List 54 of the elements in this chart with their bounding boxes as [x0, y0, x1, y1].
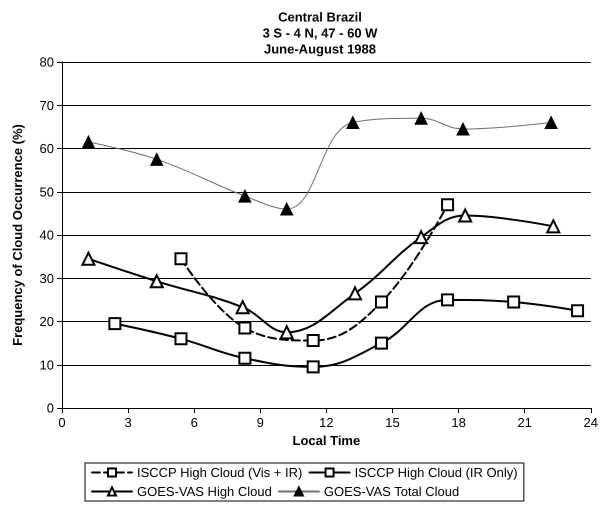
legend-label: GOES-VAS High Cloud — [137, 484, 272, 499]
x-tick-label: 12 — [319, 415, 334, 430]
y-tick-label: 40 — [40, 228, 54, 242]
legend-label: ISCCP High Cloud (Vis + IR) — [137, 465, 302, 480]
point — [238, 190, 252, 203]
point — [571, 304, 584, 318]
x-tick-label: 0 — [58, 415, 66, 430]
point — [348, 286, 362, 300]
point — [174, 252, 188, 266]
point — [441, 293, 454, 306]
point — [507, 296, 520, 309]
point — [306, 334, 320, 348]
point — [280, 325, 294, 340]
point — [108, 317, 122, 330]
point — [236, 300, 250, 314]
x-tick-label: 24 — [584, 415, 598, 430]
point — [544, 116, 558, 130]
y-tick-label: 50 — [40, 184, 54, 200]
x-tick-label: 15 — [385, 415, 400, 430]
point — [82, 136, 95, 149]
point — [346, 116, 360, 130]
chart-title: Central Brazil 3 S - 4 N, 47 - 60 W June-August 1988 — [262, 10, 378, 56]
y-tick-label: 10 — [40, 357, 54, 372]
legend-label: GOES-VAS Total Cloud — [324, 484, 460, 499]
x-tick-label: 18 — [451, 415, 466, 430]
y-tick-label: 30 — [40, 270, 54, 286]
point — [456, 122, 470, 136]
point — [150, 152, 164, 166]
y-axis-title: Frequency of Cloud Occurrence (%) — [10, 124, 25, 346]
legend-label: ISCCP High Cloud (IR Only) — [354, 465, 518, 480]
point — [458, 208, 472, 223]
point — [150, 274, 164, 288]
y-tick-label: 60 — [40, 141, 54, 156]
point — [374, 336, 388, 350]
point — [374, 296, 388, 309]
point — [414, 230, 428, 244]
point — [238, 352, 252, 365]
x-tick-label: 6 — [190, 415, 198, 430]
y-tick-label: 0 — [46, 400, 54, 416]
point — [306, 360, 320, 374]
y-tick-label: 80 — [40, 54, 54, 70]
y-tick-label: 20 — [40, 314, 54, 329]
point — [546, 219, 560, 234]
x-tick-label: 9 — [256, 415, 264, 430]
point — [441, 198, 454, 212]
point — [174, 332, 188, 346]
point — [81, 252, 96, 266]
x-tick-label: 3 — [124, 415, 132, 430]
point — [238, 321, 252, 334]
y-tick-label: 70 — [40, 98, 54, 113]
x-axis-title: Local Time — [292, 432, 360, 448]
point — [414, 112, 428, 125]
point — [280, 202, 294, 216]
x-tick-label: 21 — [517, 415, 532, 430]
